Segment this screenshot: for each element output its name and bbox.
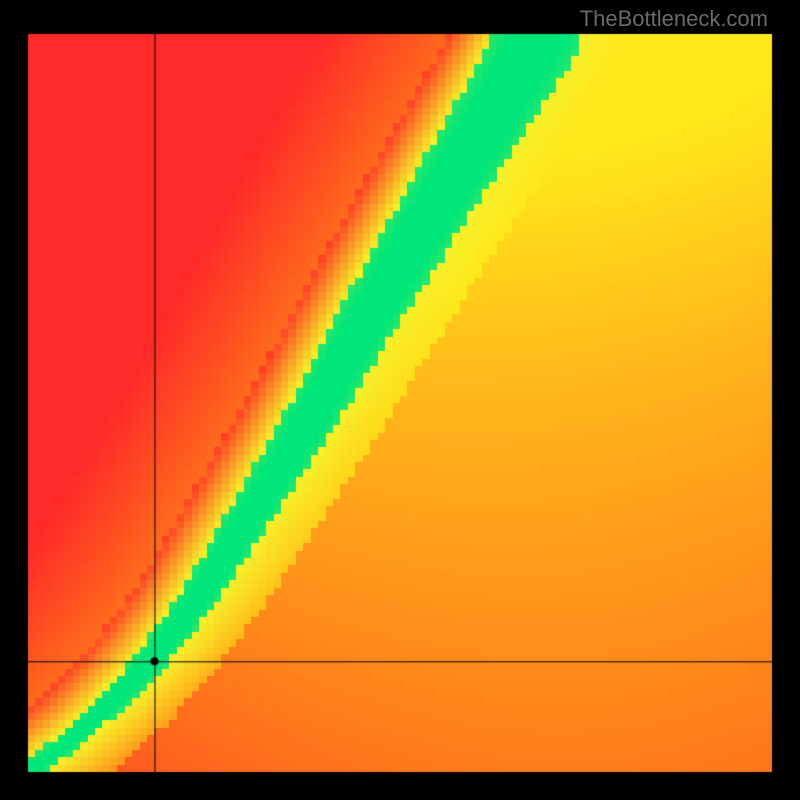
bottleneck-heatmap	[0, 0, 800, 800]
source-watermark: TheBottleneck.com	[580, 6, 768, 32]
chart-container: TheBottleneck.com	[0, 0, 800, 800]
